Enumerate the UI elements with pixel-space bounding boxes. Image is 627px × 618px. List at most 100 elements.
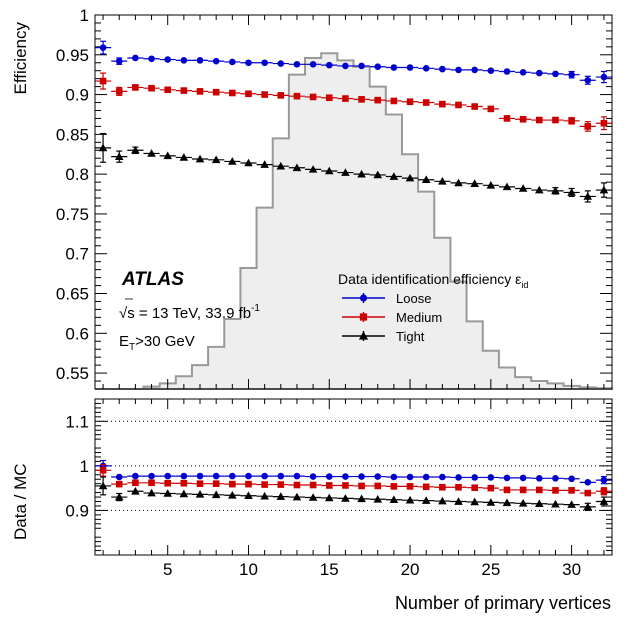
ratio-series-loose (95, 459, 612, 486)
eff-point-medium (196, 88, 204, 95)
legend-label-tight: Tight (396, 329, 425, 344)
eff-point-medium (212, 88, 220, 96)
ratio-point-medium (439, 483, 446, 491)
legend-marker-loose (359, 294, 368, 302)
eff-point-loose (212, 57, 220, 65)
eff-point-tight (421, 175, 431, 184)
eff-point-medium (471, 103, 478, 110)
eff-point-tight (211, 155, 221, 164)
legend-marker-medium (359, 313, 368, 321)
eff-point-medium (422, 99, 430, 106)
ratio-point-tight (147, 488, 156, 497)
eff-point-tight (114, 152, 124, 160)
ratio-point-medium (519, 486, 527, 494)
ratio-point-medium (277, 481, 285, 488)
x-axis-title: Number of primary vertices (395, 593, 611, 613)
x-tick-label: 20 (401, 560, 420, 579)
eff-point-tight (357, 169, 366, 178)
ratio-point-loose (325, 473, 333, 480)
x-tick-label: 25 (481, 560, 500, 579)
ratio-series (95, 459, 612, 512)
y-axis-title-efficiency: Efficiency (11, 22, 30, 95)
x-tick-label: 15 (320, 560, 339, 579)
eff-point-tight (567, 188, 576, 196)
ratio-panel: 0.9 1 1.1 5 10 15 20 25 30 (65, 398, 613, 579)
eff-point-medium (293, 92, 301, 100)
ratio-point-tight (454, 497, 463, 505)
eff-point-medium (342, 95, 349, 102)
legend-entries: Loose Medium Tight (342, 291, 442, 344)
ratio-point-loose (568, 475, 575, 483)
ratio-point-loose (519, 474, 527, 482)
eff-point-tight (276, 161, 286, 170)
eff-point-loose (277, 60, 285, 67)
top-y-tick-label: 0.75 (56, 205, 89, 224)
ratio-point-medium (180, 479, 188, 487)
eff-point-tight (147, 149, 156, 157)
eff-point-loose (196, 57, 204, 64)
eff-point-medium (600, 119, 608, 127)
ratio-point-medium (471, 484, 478, 491)
ratio-point-medium (229, 480, 236, 488)
eff-point-medium (115, 88, 123, 95)
ratio-point-loose (309, 473, 317, 480)
top-y-tick-label: 0.7 (65, 245, 89, 264)
legend-title-sub: id (521, 280, 528, 290)
ratio-point-loose (212, 472, 220, 480)
ratio-point-tight (373, 494, 383, 503)
eff-point-loose (374, 63, 382, 71)
legend-marker-tight (358, 331, 369, 340)
ratio-point-loose (115, 473, 123, 481)
eff-point-tight (163, 151, 173, 160)
eff-point-medium (325, 94, 333, 102)
ratio-point-loose (406, 473, 414, 481)
ratio-point-tight (389, 495, 399, 504)
ratio-point-tight (179, 489, 189, 498)
efficiency-series (95, 40, 612, 203)
ratio-y-tick-labels: 0.9 1 1.1 (65, 412, 89, 520)
ratio-point-medium (584, 489, 592, 497)
eff-point-medium (439, 100, 446, 108)
eff-point-loose (148, 55, 155, 63)
eff-point-tight (260, 160, 269, 168)
ratio-point-loose (164, 472, 172, 480)
eff-series-loose (95, 40, 612, 85)
ratio-point-medium (309, 481, 317, 489)
eff-point-loose (99, 44, 107, 51)
ratio-y-tick-label: 0.9 (65, 501, 89, 520)
ratio-point-loose (422, 473, 430, 481)
top-y-tick-label: 0.6 (65, 324, 89, 343)
eff-point-loose (261, 59, 268, 67)
y-axis-title-ratio: Data / MC (11, 463, 30, 540)
eff-point-loose (552, 70, 559, 78)
eff-point-medium (245, 90, 252, 98)
ratio-point-tight (470, 497, 479, 506)
energy-lumi-text: √s = 13 TeV, 33.9 fb (119, 305, 251, 322)
ratio-point-tight (276, 492, 286, 500)
ratio-point-tight (260, 491, 269, 500)
eff-point-loose (568, 71, 575, 78)
histogram-step (95, 52, 613, 390)
eff-point-tight (470, 179, 479, 187)
ratio-point-loose (471, 474, 478, 481)
ratio-point-loose (229, 472, 236, 480)
ratio-point-tight (502, 498, 512, 507)
eff-point-loose (487, 67, 495, 75)
eff-point-medium (390, 97, 398, 105)
ratio-point-medium (325, 482, 333, 489)
ratio-point-loose (390, 473, 398, 481)
eff-point-medium (164, 86, 172, 94)
eff-point-medium (358, 96, 365, 103)
ratio-point-loose (342, 473, 349, 480)
eff-point-medium (503, 115, 511, 122)
eff-point-loose (600, 73, 608, 81)
legend-label-medium: Medium (396, 310, 442, 325)
eff-point-medium (132, 84, 139, 91)
ratio-point-tight (324, 493, 334, 502)
ratio-point-medium (115, 480, 123, 488)
ratio-point-medium (261, 481, 268, 488)
eff-point-loose (358, 62, 365, 70)
ratio-point-medium (374, 482, 382, 490)
eff-point-loose (471, 66, 478, 74)
